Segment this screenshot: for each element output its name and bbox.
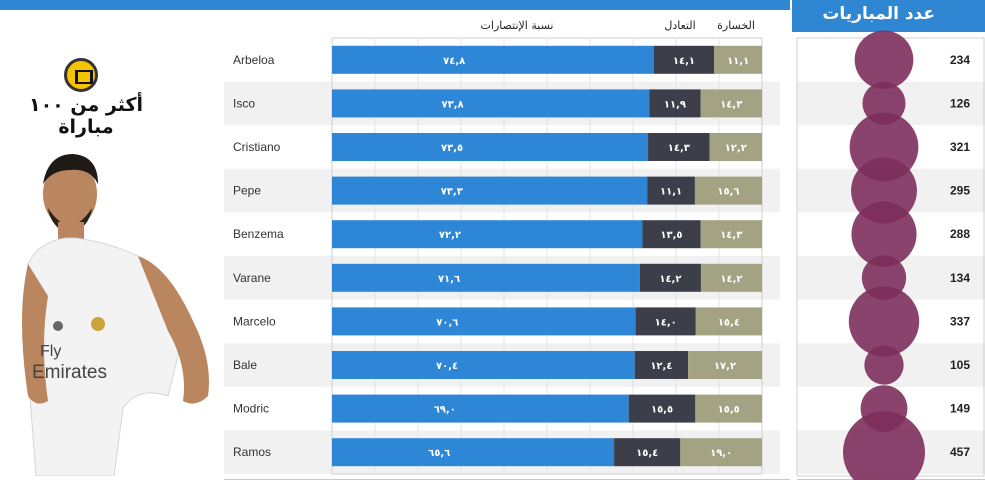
bar-wins xyxy=(332,394,629,423)
label-losses: ١٧,٢ xyxy=(714,361,736,372)
bar-draws xyxy=(642,220,701,249)
label-wins: ٧٣,٨ xyxy=(442,99,464,110)
label-losses: ١٤,٣ xyxy=(720,230,742,241)
svg-text:Emirates: Emirates xyxy=(32,362,107,383)
player-name: Varane xyxy=(233,271,271,285)
matches-count: 234 xyxy=(950,53,970,67)
matches-count: 134 xyxy=(950,271,970,285)
bar-losses xyxy=(694,176,762,205)
label-wins: ٧٢,٢ xyxy=(439,230,461,241)
bar-wins xyxy=(332,133,649,161)
label-losses: ١٩,٠ xyxy=(710,448,732,459)
label-draws: ١٤,١ xyxy=(673,56,695,67)
header-wins: نسبة الإنتصارات xyxy=(481,19,554,32)
matches-header: عدد المباريات xyxy=(792,0,985,32)
matches-count: 457 xyxy=(950,445,970,459)
label-wins: ٧١,٦ xyxy=(438,274,460,285)
label-losses: ١٥,٦ xyxy=(717,187,739,198)
headline: أكثر من ١٠٠ مباراة xyxy=(28,94,144,138)
player-name: Benzema xyxy=(233,227,284,241)
bar-draws xyxy=(653,45,715,74)
top-accent-bar xyxy=(0,0,790,10)
label-wins: ٧٠,٦ xyxy=(436,317,458,328)
label-losses: ١٤,٣ xyxy=(720,99,742,110)
bar-draws xyxy=(635,307,696,336)
bar-wins xyxy=(332,89,650,118)
bar-losses xyxy=(709,133,762,161)
bar-wins xyxy=(332,438,615,467)
label-losses: ١١,١ xyxy=(727,56,749,67)
player-name: Modric xyxy=(233,402,269,416)
svg-text:Fly: Fly xyxy=(40,343,61,360)
label-draws: ١٣,٥ xyxy=(660,230,682,241)
label-losses: ١٥,٥ xyxy=(718,405,740,416)
bar-losses xyxy=(688,351,762,379)
bar-draws xyxy=(628,394,696,423)
bar-losses xyxy=(700,220,762,249)
matches-title: عدد المباريات xyxy=(822,4,935,24)
label-draws: ١٤,٣ xyxy=(668,143,690,154)
player-name: Bale xyxy=(233,358,257,372)
label-draws: ١١,٩ xyxy=(664,99,686,110)
label-losses: ١٤,٢ xyxy=(720,274,742,285)
bar-wins xyxy=(332,263,640,292)
matches-count: 105 xyxy=(950,358,970,372)
bar-losses xyxy=(700,263,762,292)
label-wins: ٧٣,٥ xyxy=(441,143,463,154)
player-name: Isco xyxy=(233,96,255,110)
player-panel: أكثر من ١٠٠ مباراة Fly Emirates xyxy=(0,36,224,480)
player-name: Arbeloa xyxy=(233,53,275,67)
bar-wins xyxy=(332,220,643,249)
matches-bubble xyxy=(862,81,906,125)
bar-draws xyxy=(649,89,701,118)
matches-count: 321 xyxy=(950,140,970,154)
label-draws: ١٤,٢ xyxy=(659,274,681,285)
matches-count: 337 xyxy=(950,314,970,328)
bar-wins xyxy=(332,351,635,379)
label-wins: ٦٥,٦ xyxy=(428,448,450,459)
player-photo: Fly Emirates xyxy=(22,154,209,476)
label-losses: ١٢,٢ xyxy=(725,143,747,154)
label-draws: ١٥,٥ xyxy=(651,405,673,416)
matches-count: 126 xyxy=(950,96,970,110)
bar-draws xyxy=(634,351,689,379)
bar-draws xyxy=(647,176,695,205)
bar-wins xyxy=(332,45,654,74)
bar-losses xyxy=(714,45,762,74)
header-draws: التعادل xyxy=(664,19,695,32)
label-draws: ١٢,٤ xyxy=(650,361,672,372)
label-wins: ٧٤,٨ xyxy=(443,56,465,67)
bar-losses xyxy=(700,89,762,118)
label-wins: ٦٩,٠ xyxy=(434,405,456,416)
matches-bubble xyxy=(854,30,914,90)
bar-losses xyxy=(695,394,762,423)
player-name: Ramos xyxy=(233,445,271,459)
bar-wins xyxy=(332,307,636,336)
matches-count: 149 xyxy=(950,402,970,416)
bar-losses xyxy=(695,307,762,336)
bar-losses xyxy=(680,438,762,467)
matches-bubble xyxy=(851,201,917,267)
label-wins: ٧٣,٣ xyxy=(441,187,463,198)
matches-bubble xyxy=(864,345,904,385)
bar-draws xyxy=(639,263,701,292)
label-wins: ٧٠,٤ xyxy=(436,361,458,372)
label-draws: ١١,١ xyxy=(660,187,682,198)
header-losses: الخسارة xyxy=(717,19,755,32)
bar-wins xyxy=(332,176,648,205)
player-name: Pepe xyxy=(233,184,261,198)
club-crest-icon xyxy=(64,58,98,92)
bar-draws xyxy=(614,438,681,467)
matches-count: 295 xyxy=(950,184,970,198)
matches-bubble xyxy=(843,411,925,480)
bar-draws xyxy=(648,133,710,161)
label-draws: ١٤,٠ xyxy=(655,317,677,328)
matches-count: 288 xyxy=(950,227,970,241)
player-name: Marcelo xyxy=(233,314,276,328)
player-name: Cristiano xyxy=(233,140,281,154)
matches-bubble xyxy=(848,286,920,357)
label-draws: ١٥,٤ xyxy=(636,448,658,459)
label-losses: ١٥,٤ xyxy=(718,317,740,328)
